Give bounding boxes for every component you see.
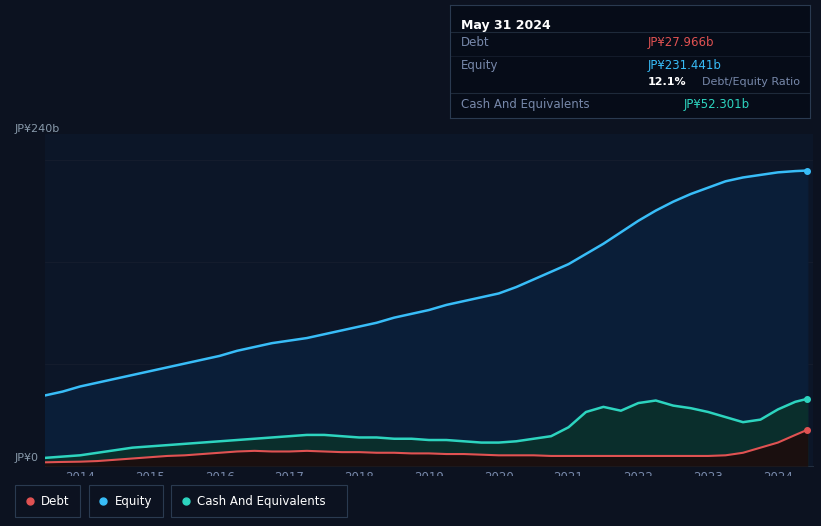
Text: Debt: Debt <box>41 494 70 508</box>
Text: Equity: Equity <box>115 494 153 508</box>
Text: Equity: Equity <box>461 59 498 72</box>
Text: JP¥240b: JP¥240b <box>15 124 60 134</box>
Text: Debt: Debt <box>461 36 489 49</box>
Text: JP¥52.301b: JP¥52.301b <box>684 98 750 112</box>
Text: JP¥27.966b: JP¥27.966b <box>648 36 714 49</box>
Text: JP¥0: JP¥0 <box>15 452 39 463</box>
Text: JP¥231.441b: JP¥231.441b <box>648 59 722 72</box>
Text: 12.1%: 12.1% <box>648 77 686 87</box>
Text: Cash And Equivalents: Cash And Equivalents <box>197 494 326 508</box>
Text: Debt/Equity Ratio: Debt/Equity Ratio <box>702 77 800 87</box>
Text: May 31 2024: May 31 2024 <box>461 19 550 32</box>
Text: Cash And Equivalents: Cash And Equivalents <box>461 98 589 112</box>
